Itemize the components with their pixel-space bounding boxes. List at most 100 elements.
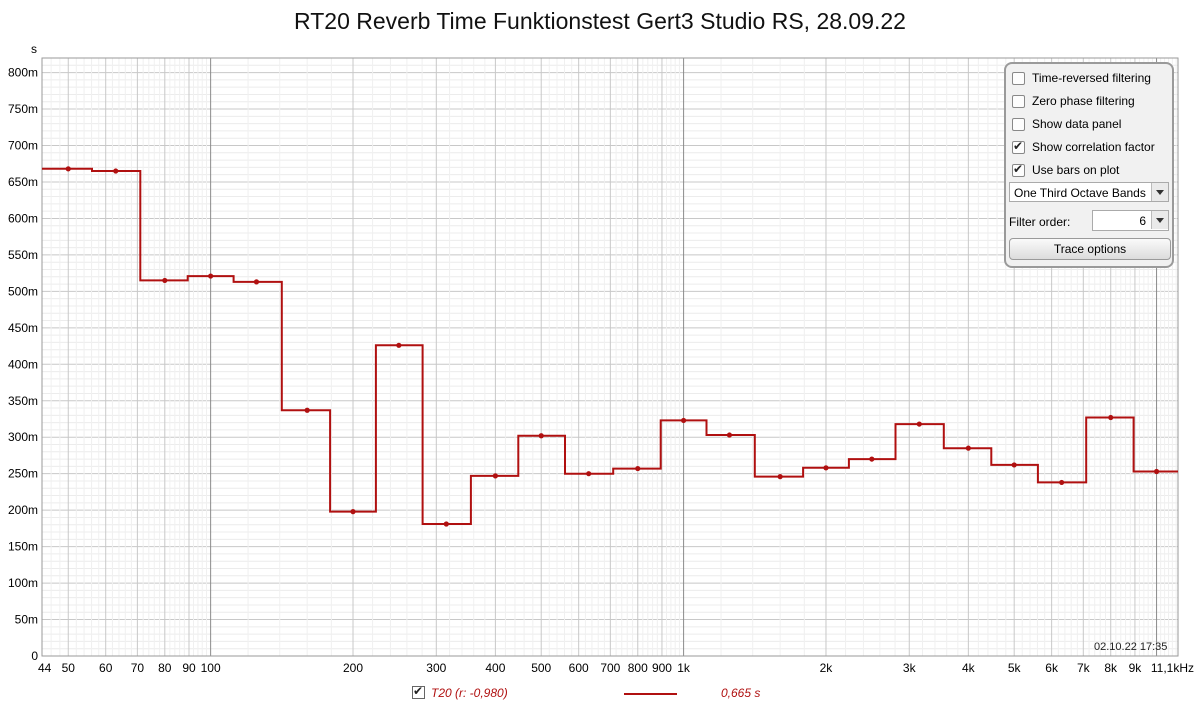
data-point xyxy=(65,166,71,172)
y-tick-label: 300m xyxy=(8,430,38,444)
x-tick-label: 44 xyxy=(38,661,52,675)
data-point xyxy=(1059,479,1065,486)
y-tick-label: 650m xyxy=(8,175,38,189)
data-point xyxy=(916,421,922,427)
option-label: Use bars on plot xyxy=(1032,163,1120,177)
x-tick-label: 100 xyxy=(201,661,221,675)
option-show-correlation-factor[interactable]: Show correlation factor xyxy=(1012,138,1155,156)
data-point xyxy=(726,432,733,438)
x-tick-label: 600 xyxy=(569,661,589,675)
chevron-down-icon[interactable] xyxy=(1151,211,1168,229)
plot-frame xyxy=(41,57,1179,657)
data-point xyxy=(253,279,260,285)
data-point xyxy=(350,509,356,515)
x-tick-label: 8k xyxy=(1104,661,1118,675)
data-point xyxy=(304,407,310,413)
y-tick-label: 50m xyxy=(15,613,38,627)
data-point xyxy=(1153,468,1160,475)
option-label: Show data panel xyxy=(1032,117,1122,131)
y-tick-label: 200m xyxy=(8,503,38,517)
data-point xyxy=(443,521,449,527)
checkbox-show-data-panel[interactable] xyxy=(1012,117,1025,131)
x-tick-label: 400 xyxy=(485,661,505,675)
x-tick-label: 60 xyxy=(99,661,113,675)
x-tick-label: 200 xyxy=(343,661,363,675)
y-tick-label: 250m xyxy=(8,467,38,481)
y-tick-label: 750m xyxy=(8,102,38,116)
y-tick-label: 700m xyxy=(8,139,38,153)
data-point xyxy=(208,273,214,279)
checkbox-show-correlation[interactable] xyxy=(1012,139,1025,154)
x-tick-label: 1k xyxy=(677,661,691,675)
x-tick-label: 7k xyxy=(1077,661,1091,675)
option-label: Zero phase filtering xyxy=(1032,94,1135,108)
data-point xyxy=(965,445,971,451)
legend-value: 0,665 s xyxy=(721,686,761,700)
x-tick-label: 3k xyxy=(903,661,917,675)
y-tick-label: 350m xyxy=(8,394,38,408)
y-tick-label: 550m xyxy=(8,248,38,262)
series-t20 xyxy=(42,166,1178,527)
x-tick-label: 11,1kHz xyxy=(1151,661,1194,675)
bands-select-value: One Third Octave Bands xyxy=(1014,186,1146,200)
x-tick-label: 500 xyxy=(531,661,551,675)
x-tick-label: 300 xyxy=(426,661,446,675)
option-label: Show correlation factor xyxy=(1032,140,1155,154)
option-show-data-panel[interactable]: Show data panel xyxy=(1012,115,1121,133)
data-point xyxy=(396,342,402,348)
data-point xyxy=(1108,414,1114,421)
data-point xyxy=(113,168,119,174)
x-tick-label: 50 xyxy=(62,661,76,675)
y-tick-label: 0 xyxy=(31,649,38,663)
grid xyxy=(42,57,1178,657)
y-axis-label: s xyxy=(31,42,37,56)
x-tick-label: 900 xyxy=(652,661,672,675)
y-tick-label: 450m xyxy=(8,321,38,335)
x-tick-label: 70 xyxy=(131,661,145,675)
x-tick-label: 80 xyxy=(158,661,172,675)
y-tick-label: 400m xyxy=(8,357,38,371)
option-use-bars-on-plot[interactable]: Use bars on plot xyxy=(1012,161,1119,179)
data-point xyxy=(635,465,641,472)
filter-order-label: Filter order: xyxy=(1009,215,1071,229)
filter-order-value: 6 xyxy=(1139,214,1146,228)
legend-label: T20 (r: -0,980) xyxy=(431,686,508,700)
option-zero-phase-filtering[interactable]: Zero phase filtering xyxy=(1012,92,1135,110)
axes: s050m100m150m200m250m300m350m400m450m500… xyxy=(8,42,1194,675)
timestamp: 02.10.22 17:35 xyxy=(1094,641,1168,653)
bands-select[interactable]: One Third Octave Bands xyxy=(1009,182,1169,202)
x-tick-label: 700 xyxy=(600,661,620,675)
chevron-down-icon[interactable] xyxy=(1151,183,1168,201)
checkbox-time-reversed[interactable] xyxy=(1012,71,1025,85)
y-tick-label: 500m xyxy=(8,284,38,298)
data-point xyxy=(869,456,875,462)
checkbox-use-bars[interactable] xyxy=(1012,162,1025,177)
legend-checkbox[interactable] xyxy=(412,684,425,699)
filter-order-select[interactable]: 6 xyxy=(1092,210,1169,231)
data-point xyxy=(777,474,783,480)
data-point xyxy=(1011,462,1017,468)
y-tick-label: 800m xyxy=(8,66,38,80)
y-tick-label: 100m xyxy=(8,576,38,590)
legend-line-swatch xyxy=(624,693,677,695)
x-tick-label: 4k xyxy=(962,661,976,675)
option-time-reversed-filtering[interactable]: Time-reversed filtering xyxy=(1012,69,1151,87)
data-point xyxy=(680,417,687,424)
chart-title: RT20 Reverb Time Funktionstest Gert3 Stu… xyxy=(294,8,906,34)
trace-options-button[interactable]: Trace options xyxy=(1009,238,1171,260)
x-tick-label: 90 xyxy=(182,661,196,675)
data-point xyxy=(492,473,498,479)
y-tick-label: 600m xyxy=(8,211,38,225)
x-tick-label: 5k xyxy=(1008,661,1022,675)
checkbox-zero-phase[interactable] xyxy=(1012,94,1025,108)
y-tick-label: 150m xyxy=(8,540,38,554)
x-tick-label: 800 xyxy=(628,661,648,675)
data-point xyxy=(823,465,829,471)
options-panel: Time-reversed filtering Zero phase filte… xyxy=(1004,62,1174,268)
x-tick-label: 2k xyxy=(820,661,834,675)
data-point xyxy=(538,433,544,439)
data-point xyxy=(162,277,168,284)
x-tick-label: 9k xyxy=(1129,661,1143,675)
option-label: Time-reversed filtering xyxy=(1032,71,1151,85)
